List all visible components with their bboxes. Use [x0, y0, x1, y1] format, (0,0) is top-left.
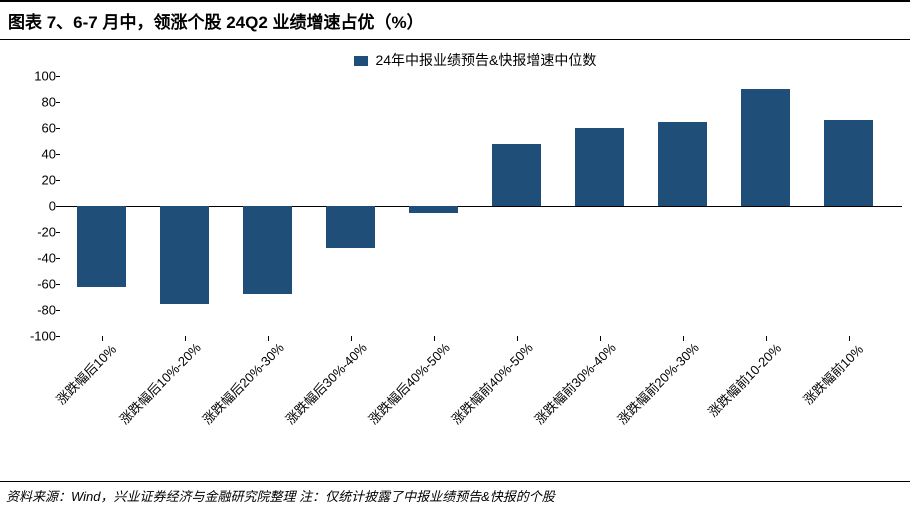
bar [824, 120, 874, 206]
legend: 24年中报业绩预告&快报增速中位数 [60, 50, 890, 70]
x-tick-mark [268, 336, 269, 341]
bar [658, 122, 708, 207]
bar [492, 144, 542, 206]
bars-container [60, 76, 890, 336]
bar-slot [309, 76, 392, 336]
x-tick-mark [434, 336, 435, 341]
y-tick-label: -80 [16, 303, 56, 318]
bar [409, 206, 459, 213]
bar-slot [60, 76, 143, 336]
x-tick-mark [849, 336, 850, 341]
y-tick-label: 100 [16, 69, 56, 84]
x-tick-mark [102, 336, 103, 341]
y-tick-mark [56, 154, 60, 155]
y-tick-label: -20 [16, 225, 56, 240]
bar-slot [392, 76, 475, 336]
y-tick-label: 40 [16, 147, 56, 162]
bar [77, 206, 127, 287]
x-tick-mark [766, 336, 767, 341]
y-tick-label: -60 [16, 277, 56, 292]
y-tick-label: -100 [16, 329, 56, 344]
plot: -100-80-60-40-20020406080100 [60, 76, 890, 336]
y-tick-mark [56, 232, 60, 233]
x-tick-mark [185, 336, 186, 341]
bar [741, 89, 791, 206]
y-tick-label: 0 [16, 199, 56, 214]
x-label: 涨跌幅前20%-30% [641, 344, 724, 434]
y-tick-mark [56, 180, 60, 181]
bar-slot [475, 76, 558, 336]
x-tick-mark [517, 336, 518, 341]
chart-area: 24年中报业绩预告&快报增速中位数 -100-80-60-40-20020406… [0, 40, 910, 420]
y-tick-label: -40 [16, 251, 56, 266]
x-label-text: 涨跌幅前10% [798, 340, 867, 409]
y-tick-mark [56, 76, 60, 77]
chart-title-text: 图表 7、6-7 月中，领涨个股 24Q2 业绩增速占优（%） [8, 13, 424, 32]
y-tick-mark [56, 102, 60, 103]
bar-slot [724, 76, 807, 336]
y-tick-mark [56, 310, 60, 311]
x-label: 涨跌幅前10% [807, 344, 890, 434]
bar [326, 206, 376, 248]
x-tick-mark [683, 336, 684, 341]
x-tick-mark [600, 336, 601, 341]
y-tick-mark [56, 336, 60, 337]
y-tick-mark [56, 128, 60, 129]
source-footer: 资料来源：Wind，兴业证券经济与金融研究院整理 注：仅统计披露了中报业绩预告&… [0, 481, 910, 511]
bar-slot [143, 76, 226, 336]
bar [575, 128, 625, 206]
y-tick-mark [56, 206, 60, 207]
y-tick-mark [56, 284, 60, 285]
bar [160, 206, 210, 304]
y-tick-label: 20 [16, 173, 56, 188]
bar-slot [226, 76, 309, 336]
bar [243, 206, 293, 294]
x-tick-mark [351, 336, 352, 341]
bar-slot [807, 76, 890, 336]
y-tick-mark [56, 258, 60, 259]
legend-swatch [354, 56, 368, 66]
x-label: 涨跌幅前10-20% [724, 344, 807, 434]
y-tick-label: 60 [16, 121, 56, 136]
footer-text: 资料来源：Wind，兴业证券经济与金融研究院整理 注：仅统计披露了中报业绩预告&… [6, 489, 555, 504]
x-labels: 涨跌幅后10%涨跌幅后10%-20%涨跌幅后20%-30%涨跌幅后30%-40%… [60, 344, 890, 434]
chart-title: 图表 7、6-7 月中，领涨个股 24Q2 业绩增速占优（%） [0, 0, 910, 40]
bar-slot [558, 76, 641, 336]
bar-slot [641, 76, 724, 336]
y-tick-label: 80 [16, 95, 56, 110]
x-label-text: 涨跌幅后10% [51, 340, 120, 409]
legend-label: 24年中报业绩预告&快报增速中位数 [375, 52, 596, 68]
